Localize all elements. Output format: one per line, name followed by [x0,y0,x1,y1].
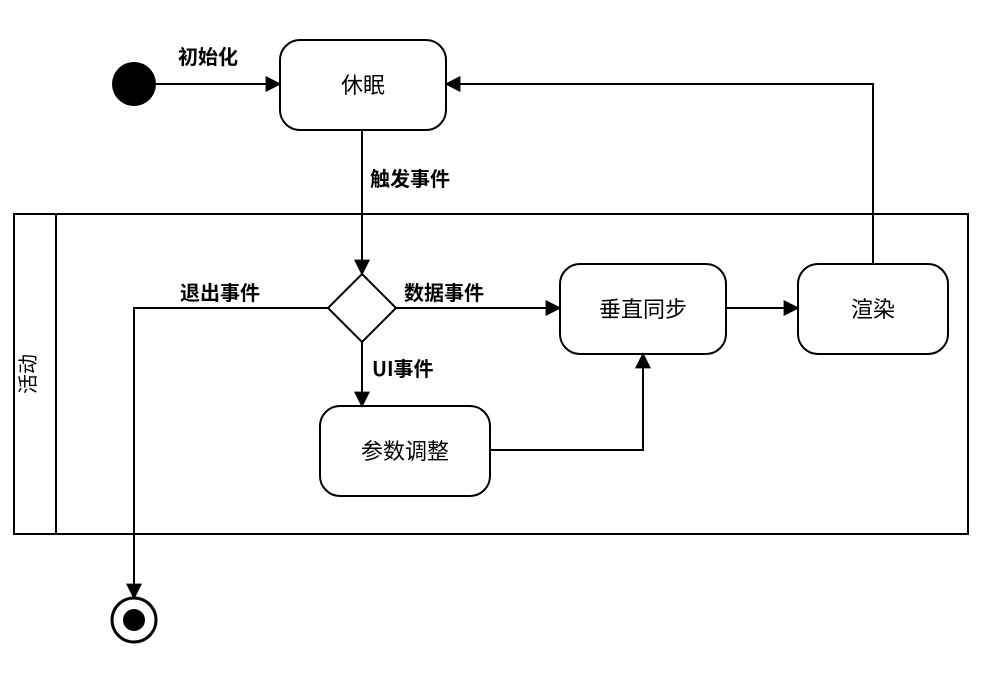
edge-data: 数据事件 [396,277,560,308]
state-adjust-label: 参数调整 [361,434,449,466]
final-node [112,598,156,642]
edge-init-label: 初始化 [178,41,238,70]
edge-exit: 退出事件 [134,277,328,598]
edge-render-sleep [446,84,873,264]
edge-data-label: 数据事件 [404,277,484,306]
edge-ui-label: UI事件 [372,353,434,382]
state-diagram: 活动 休眠 垂直同步 渲染 参数调整 初始化 触发事件 [0,0,1000,689]
region-activity: 活动 [12,214,968,534]
edge-trigger: 触发事件 [362,130,450,274]
decision-node [328,274,396,342]
region-label: 活动 [12,354,41,394]
state-vsync-label: 垂直同步 [599,292,687,324]
state-adjust: 参数调整 [320,406,490,496]
initial-node [112,62,156,106]
state-sleep-label: 休眠 [341,68,385,100]
edge-exit-label: 退出事件 [180,277,260,306]
edge-init: 初始化 [156,41,280,84]
edge-adjust-vsync [490,354,643,450]
edge-ui: UI事件 [362,342,434,406]
edge-trigger-label: 触发事件 [370,163,450,192]
state-render-label: 渲染 [851,292,895,324]
state-render: 渲染 [798,264,948,354]
state-vsync: 垂直同步 [560,264,726,354]
state-sleep: 休眠 [280,40,446,130]
